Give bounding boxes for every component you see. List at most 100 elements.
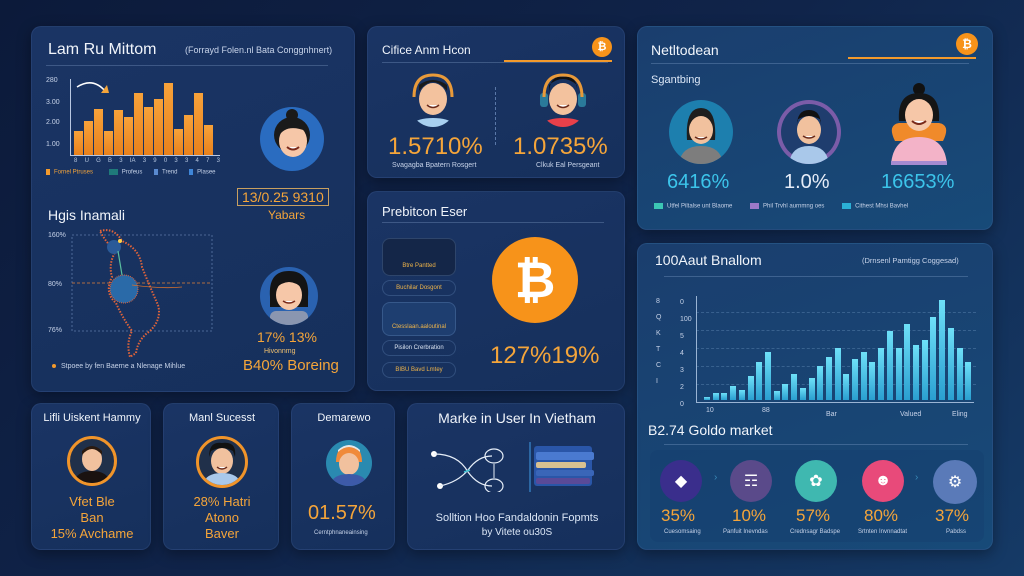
prediction-panel: Prebitcon Eser Btre Pantted Buchilar Dos… (367, 191, 625, 391)
market-subtitle: (Forrayd Folen.nl Bata Conggnhnert) (185, 45, 333, 55)
demo-panel: Demarewo 01.57% Cerntphnaneainsing (291, 403, 395, 550)
category-icon-1[interactable]: ☶ (730, 460, 772, 502)
growth-bar (878, 348, 885, 400)
growth-bar (791, 374, 798, 400)
avatar-woman (260, 107, 324, 171)
growth-bar (825, 356, 832, 400)
growth-bar (782, 384, 789, 400)
bitcoin-icon: ₿ (956, 33, 978, 55)
growth-bar (860, 351, 867, 400)
avatar-young-man (196, 436, 248, 488)
growth-bar (869, 362, 876, 400)
growth-subtitle: (Drnsenl Pamtigg Coggesad) (862, 256, 959, 265)
pill-0[interactable]: Btre Pantted (382, 238, 456, 276)
growth-bar (930, 317, 937, 400)
pill-1[interactable]: Buchilar Dosgont (382, 280, 456, 296)
growth-title: 100Aaut Bnallom (655, 252, 762, 268)
map-stat-2: B40% Boreing (243, 357, 339, 374)
growth-bar (721, 393, 728, 400)
map-chart: 160% 80% 76% (42, 227, 217, 362)
network-title: Netltodean (651, 42, 719, 58)
success-panel: Manl Sucesst 28% Hatri Atono Baver (163, 403, 279, 550)
pill-3[interactable]: Pisilon Crerbration (382, 340, 456, 356)
category-row: ◆ ☶ ✿ ☻ ⚙ › › 35% 10% 57% 80% 37% Cuesom… (650, 450, 984, 542)
growth-bar (852, 358, 859, 400)
date-caption: Yabars (268, 208, 306, 222)
date-badge: 13/0.25 9310 (237, 188, 329, 206)
growth-bar (965, 362, 972, 400)
x-ticks: 8 U G B 3 IA 3 9 0 3 3 4 7 3 (74, 158, 220, 164)
growth-bar (738, 389, 745, 400)
network-legend: Utfel Piltalse unt Blaome Phil Trvhl aur… (654, 203, 908, 210)
citizens-title: Cifice Anm Hcon (382, 43, 471, 57)
growth-bar (808, 377, 815, 400)
growth-bar (730, 386, 737, 400)
growth-bar (799, 387, 806, 400)
map-legend: Stpoee by fen Baerne a Nlenage Mihlue (52, 363, 185, 370)
growth-bar (843, 374, 850, 400)
market-title: Lam Ru Mittom (48, 41, 157, 58)
citizens-left-value: 1.5710% (388, 133, 483, 160)
network-panel: Netltodean ₿ Sgantbing 6416% 1.0% 16653%… (637, 26, 993, 230)
growth-bar (904, 324, 911, 400)
pill-4[interactable]: BIBU Bavd Lmtey (382, 362, 456, 378)
chevron-right-icon: › (714, 472, 718, 483)
category-icon-4[interactable]: ⚙ (933, 460, 977, 504)
chevron-right-icon: › (915, 472, 919, 483)
category-icon-3[interactable]: ☻ (862, 460, 904, 502)
market-legend: Fornel Ptruses Profeus Trend Plasee (46, 169, 216, 176)
avatar-man-headphones (408, 71, 458, 127)
vietnam-panel: Marke in User In Vietham Solltion Hoo Fa… (407, 403, 625, 550)
avatar-bald-man (67, 436, 117, 486)
network-value-2: 16653% (881, 171, 955, 193)
growth-bar (834, 348, 841, 400)
vietnam-network-map (71, 229, 213, 359)
growth-bars (704, 296, 974, 400)
category-icon-0[interactable]: ◆ (660, 460, 702, 502)
prediction-value: 127%19% (490, 342, 600, 369)
network-section-label: Sgantbing (651, 74, 701, 86)
trend-arrow-icon (76, 82, 109, 93)
growth-bar (756, 362, 763, 400)
map-title: Hgis Inamali (48, 207, 126, 223)
prediction-title: Prebitcon Eser (382, 204, 468, 219)
bitcoin-icon: ₿ (592, 37, 612, 57)
citizens-right-value: 1.0735% (513, 133, 608, 160)
growth-bar (764, 351, 771, 400)
category-icon-2[interactable]: ✿ (795, 460, 837, 502)
network-diagram-icon (431, 448, 504, 492)
growth-bar (895, 348, 902, 400)
map-stat-1: 17% 13% (257, 329, 317, 345)
growth-bar (947, 327, 954, 400)
growth-footer: B2.74 Goldo market (648, 422, 773, 438)
citizens-right-caption: Clkuk Eal Persgeant (536, 162, 600, 169)
citizens-panel: Cifice Anm Hcon ₿ 1.5710% Svagagba Bpate… (367, 26, 625, 178)
avatar-man-purple (777, 100, 841, 164)
network-value-0: 6416% (667, 171, 730, 193)
growth-bar (773, 391, 780, 400)
citizens-left-caption: Svagagba Bpatern Rosgert (392, 162, 477, 169)
avatar-woman-2 (260, 267, 318, 325)
market-panel: Lam Ru Mittom (Forrayd Folen.nl Bata Con… (31, 26, 355, 392)
growth-bar (817, 365, 824, 400)
avatar-woman-teal (669, 100, 733, 164)
network-value-1: 1.0% (784, 171, 830, 193)
avatar-woman-pink (883, 81, 955, 165)
growth-panel: 100Aaut Bnallom (Drnsenl Pamtigg Coggesa… (637, 243, 993, 550)
growth-bar (747, 375, 754, 400)
growth-bar (939, 300, 946, 400)
map-stat-caption: Hivonnmg (264, 348, 296, 355)
pill-2[interactable]: Ctesslaan.aaloutinal (382, 302, 456, 336)
growth-bar (921, 339, 928, 400)
happy-panel: Lifli Uiskent Hammy Vfet Ble Ban 15% Avc… (31, 403, 151, 550)
market-bar-chart: 280 3.00 2.00 1.00 8 U G B 3 IA 3 9 0 3 3 4 7 3 (46, 77, 220, 164)
growth-bar (712, 393, 719, 400)
growth-bar (704, 396, 710, 400)
bitcoin-large-icon: ₿ (492, 237, 578, 323)
avatar-boy-headphones (538, 71, 588, 127)
wallet-stack-icon (529, 442, 594, 492)
growth-bar (886, 331, 893, 400)
bars (74, 79, 220, 155)
avatar-elder (326, 440, 372, 486)
